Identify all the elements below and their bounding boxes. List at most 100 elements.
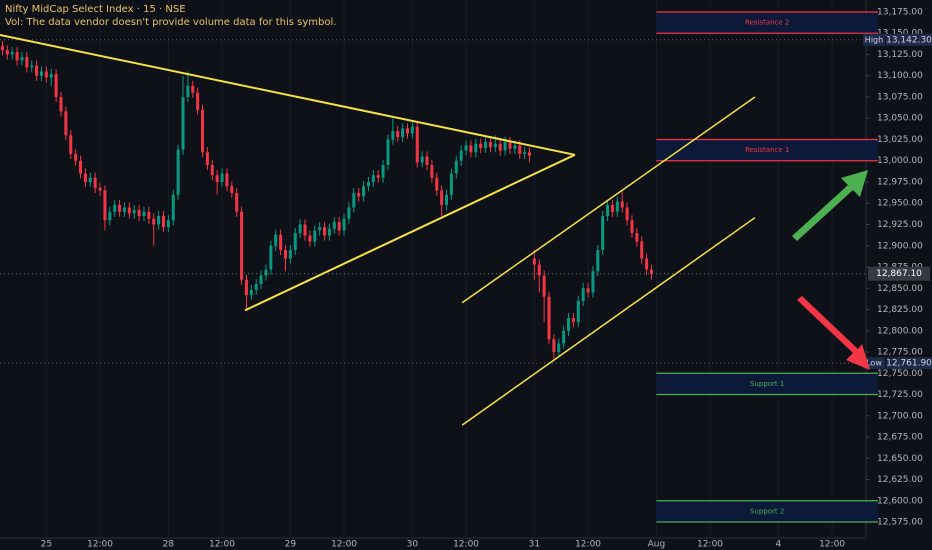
candle-body (347, 207, 351, 219)
candle-body (508, 142, 512, 149)
candle-body (571, 318, 575, 323)
candle-body (630, 220, 634, 234)
candle-body (0, 45, 4, 51)
candle-body (103, 190, 107, 221)
zone (656, 373, 878, 395)
candle-body (98, 187, 102, 191)
candle-body (615, 201, 619, 212)
candle-body (464, 145, 468, 151)
candle-body (454, 160, 458, 174)
candle-body (318, 227, 322, 231)
candle-body (518, 145, 522, 154)
x-tick-label: 29 (285, 540, 297, 550)
y-tick-label: 12,925.00 (877, 220, 923, 230)
y-tick-label: 13,050.00 (877, 114, 923, 124)
candle-body (537, 264, 541, 276)
candle-body (469, 145, 473, 153)
candle-body (513, 145, 517, 149)
candle-body (35, 65, 39, 76)
x-tick-label: 25 (41, 540, 52, 550)
chart-title: Nifty MidCap Select Index · 15 · NSE (5, 4, 186, 15)
candle-body (74, 153, 78, 161)
candle-body (342, 218, 346, 231)
candle-body (118, 204, 122, 212)
candle-body (171, 194, 175, 221)
candle-body (64, 111, 68, 136)
candle-body (527, 152, 532, 156)
candle-body (191, 85, 195, 93)
candle-body (401, 128, 405, 137)
last-price-label: 12,867.10 (876, 269, 922, 279)
candle-body (366, 181, 370, 187)
candle-body (357, 193, 361, 197)
candle-body (313, 230, 317, 242)
candle-body (635, 233, 639, 242)
y-tick-label: 12,950.00 (877, 199, 923, 209)
candle-body (532, 258, 536, 265)
candle-body (440, 190, 444, 205)
candle-body (88, 177, 92, 182)
candle-body (542, 275, 546, 297)
y-tick-label: 13,025.00 (877, 135, 923, 145)
candle-body (498, 143, 502, 151)
chart-subtitle: Vol: The data vendor doesn't provide vol… (5, 17, 336, 28)
candle-body (39, 71, 43, 76)
x-tick-label: 12:00 (209, 540, 235, 550)
marker-price: 12,761.90 (886, 359, 932, 369)
candle-body (137, 210, 141, 216)
trend-line (244, 153, 576, 312)
candle-body (410, 126, 414, 134)
candle-body (30, 65, 34, 68)
candle-body (625, 207, 629, 221)
marker-price-tag (886, 357, 932, 370)
candle-body (459, 150, 463, 161)
candle-body (640, 241, 644, 259)
zone-label: Support 2 (750, 507, 784, 515)
candle-body (157, 215, 161, 225)
candle-body (493, 143, 497, 148)
y-tick-label: 12,775.00 (877, 348, 923, 358)
candle-body (279, 234, 283, 251)
candle-body (93, 177, 97, 188)
y-tick-label: 12,825.00 (877, 305, 923, 315)
candle-body (396, 130, 400, 137)
candle-body (201, 109, 205, 153)
candle-body (83, 173, 87, 182)
candle-body (254, 284, 258, 290)
candle-body (49, 74, 53, 78)
x-tick-label: 12:00 (575, 540, 601, 550)
candle-body (405, 128, 410, 134)
candle-body (352, 193, 356, 208)
candle-body (132, 210, 136, 214)
candle-body (552, 339, 556, 353)
candle-body (327, 228, 331, 236)
candle-body (425, 156, 429, 165)
marker-name: Low (866, 359, 882, 368)
candle-body (196, 92, 200, 110)
candle-body (274, 234, 278, 246)
y-tick-label: 13,100.00 (877, 71, 923, 81)
candle-body (435, 177, 439, 191)
candle-body (308, 235, 312, 242)
x-tick-label: 30 (407, 540, 419, 550)
candle-body (54, 74, 58, 97)
candle-body (581, 288, 585, 302)
candle-body (166, 220, 170, 228)
trend-line (0, 33, 576, 156)
arrows (792, 170, 870, 370)
x-tick-label: 12:00 (697, 540, 723, 550)
candle-body (283, 250, 287, 259)
candle-body (69, 135, 73, 154)
candle-body (376, 175, 380, 178)
candle-body (176, 149, 180, 195)
candle-body (601, 215, 605, 251)
x-tick-label: Aug (648, 540, 666, 550)
candle-body (610, 204, 614, 212)
candle-body (113, 204, 117, 212)
trend-line (461, 217, 756, 426)
y-tick-label: 12,650.00 (877, 454, 923, 464)
candle-body (44, 71, 48, 78)
candle-body (108, 211, 112, 221)
y-tick-label: 12,625.00 (877, 475, 923, 485)
